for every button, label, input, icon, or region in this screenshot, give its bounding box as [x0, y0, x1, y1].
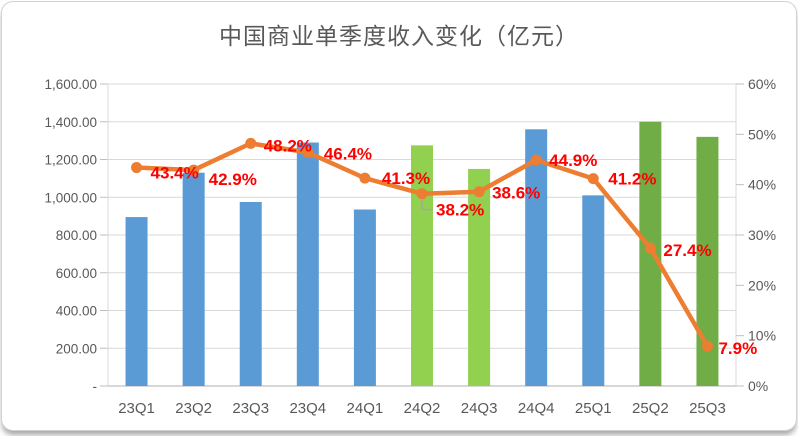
growth-line-point-23Q4	[302, 146, 314, 158]
left-axis-label: 200.00	[56, 341, 97, 356]
x-axis-label: 23Q4	[289, 400, 326, 417]
growth-data-label: 48.2%	[264, 136, 312, 155]
right-axis-label: 50%	[748, 126, 776, 142]
growth-line-point-25Q3	[701, 340, 713, 352]
revenue-bar-23Q1	[125, 217, 148, 386]
growth-data-label: 46.4%	[324, 144, 372, 163]
growth-data-label: 41.3%	[382, 169, 430, 188]
growth-line-point-24Q2	[416, 188, 428, 200]
left-axis-label: 1,400.00	[44, 115, 97, 130]
growth-line-point-25Q2	[644, 242, 656, 254]
revenue-bar-23Q4	[296, 142, 319, 386]
x-axis-label: 24Q4	[518, 400, 555, 417]
growth-data-label: 44.9%	[549, 151, 597, 170]
left-axis-label: 800.00	[56, 228, 97, 243]
growth-data-label: 27.4%	[663, 241, 711, 260]
growth-data-label: 41.2%	[608, 170, 656, 189]
revenue-bar-24Q4	[525, 129, 548, 387]
revenue-bar-24Q1	[353, 209, 376, 386]
x-axis-label: 24Q3	[461, 400, 498, 417]
growth-data-label: 43.4%	[151, 164, 199, 183]
revenue-bar-25Q1	[582, 195, 605, 386]
x-axis-label: 23Q2	[175, 400, 212, 417]
left-axis-label: 1,600.00	[44, 77, 97, 92]
right-axis-label: 10%	[748, 328, 776, 344]
left-axis-label: 400.00	[56, 304, 97, 319]
growth-line-point-23Q3	[245, 137, 257, 149]
right-axis-label: 40%	[748, 177, 776, 193]
growth-data-label: 42.9%	[209, 170, 257, 189]
growth-line-point-24Q1	[359, 172, 371, 184]
right-axis-label: 60%	[748, 76, 776, 92]
left-axis-label: 1,200.00	[44, 153, 97, 168]
chart-title: 中国商业单季度收入变化（亿元）	[219, 23, 579, 49]
revenue-bar-25Q3	[696, 136, 719, 386]
right-axis-label: 20%	[748, 277, 776, 293]
growth-data-label: 7.9%	[718, 339, 757, 358]
left-axis-label: 600.00	[56, 266, 97, 281]
growth-line-point-23Q2	[188, 164, 200, 176]
revenue-bar-23Q2	[182, 172, 205, 386]
growth-data-label: 38.2%	[436, 201, 484, 220]
x-axis-label: 24Q1	[347, 400, 384, 417]
x-axis-label: 25Q1	[575, 400, 612, 417]
x-axis-label: 23Q3	[232, 400, 269, 417]
left-axis-label: 1,000.00	[44, 190, 97, 205]
growth-line-point-23Q1	[131, 162, 143, 174]
label-leader-line	[421, 199, 433, 211]
growth-data-label: 38.6%	[492, 184, 540, 203]
x-axis-label: 25Q3	[689, 400, 726, 417]
revenue-bar-23Q3	[239, 201, 262, 386]
growth-line-point-24Q4	[530, 154, 542, 166]
right-axis-label: 0%	[748, 378, 768, 394]
right-axis-label: 30%	[748, 227, 776, 243]
revenue-bar-24Q2	[411, 145, 433, 386]
x-axis-label: 23Q1	[118, 400, 155, 417]
growth-line-point-24Q3	[473, 186, 485, 198]
revenue-bar-25Q2	[639, 121, 662, 386]
left-axis-label: -	[93, 379, 98, 394]
growth-line-point-25Q1	[587, 173, 599, 185]
revenue-bar-24Q3	[468, 168, 491, 386]
x-axis-label: 25Q2	[632, 400, 669, 417]
x-axis-label: 24Q2	[404, 400, 441, 417]
